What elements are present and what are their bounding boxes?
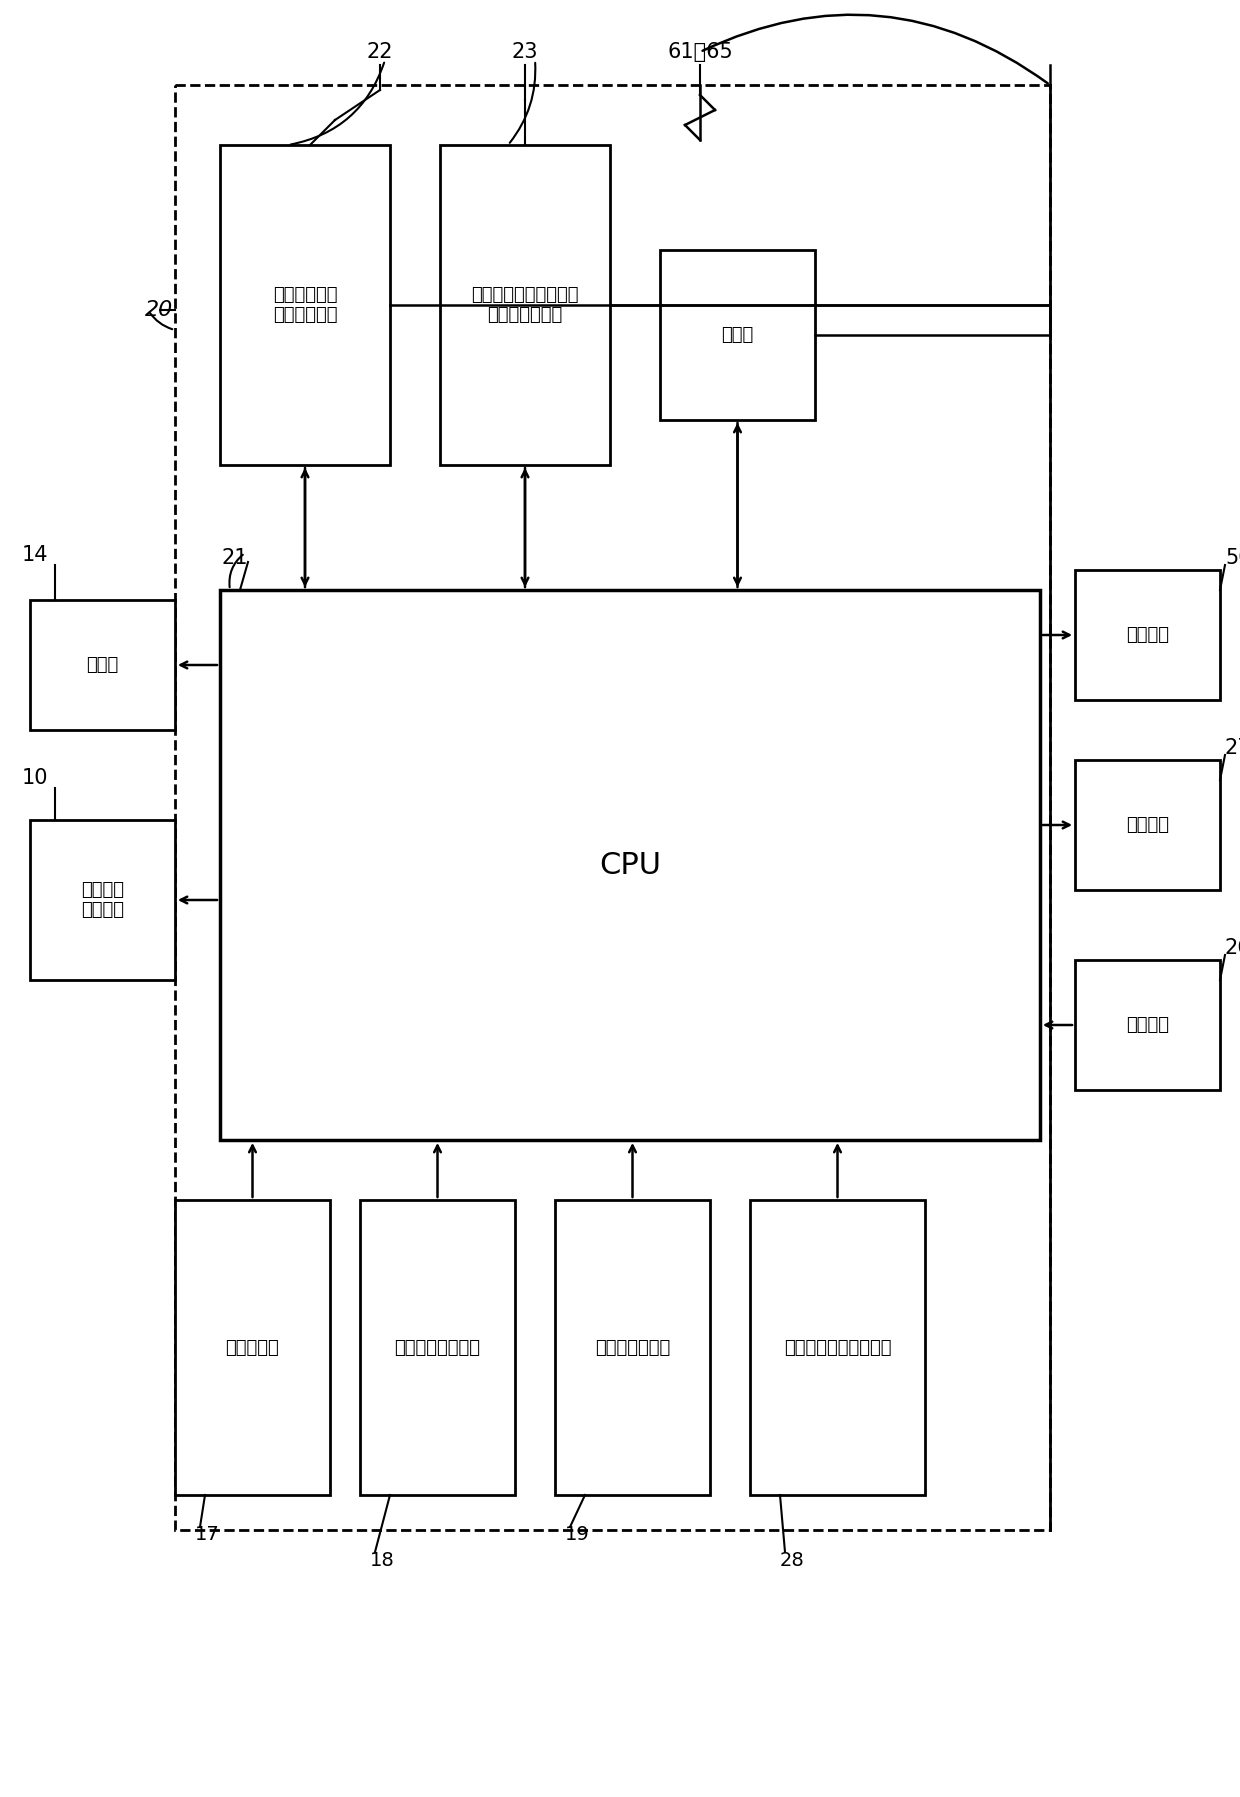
Text: 模具内压波形
图案存储机构: 模具内压波形 图案存储机构 [273,286,337,325]
Text: 17: 17 [195,1526,219,1544]
Text: 50: 50 [1225,548,1240,568]
Bar [30,600,175,730]
Text: 伺服阀: 伺服阀 [87,656,119,674]
Bar [1075,960,1220,1091]
Text: 显示装置: 显示装置 [1126,625,1169,643]
Text: 26: 26 [1225,938,1240,958]
Bar [219,146,391,465]
Text: 14: 14 [22,544,48,564]
Bar [175,1200,330,1495]
Bar [219,589,1040,1139]
Text: 21: 21 [222,548,248,568]
Bar [556,1200,711,1495]
Text: 输入装置: 输入装置 [1126,1015,1169,1033]
Text: CPU: CPU [599,850,661,879]
Text: 模具内树脂温度传感器: 模具内树脂温度传感器 [784,1339,892,1357]
Text: 10: 10 [22,767,48,789]
Text: 22: 22 [367,41,393,63]
Text: 压力传感器: 压力传感器 [226,1339,279,1357]
Bar [360,1200,515,1495]
Bar [750,1200,925,1495]
Text: 28: 28 [780,1551,805,1569]
Text: 19: 19 [565,1526,590,1544]
Text: 螺杆移动量传感器: 螺杆移动量传感器 [394,1339,481,1357]
Bar [660,250,815,420]
Text: 基准数据存储机构设定
压力、设定温度: 基准数据存储机构设定 压力、设定温度 [471,286,579,325]
Text: 18: 18 [370,1551,394,1569]
Text: 27: 27 [1225,739,1240,758]
Text: 61～65: 61～65 [667,41,733,63]
Bar [1075,760,1220,890]
Bar [30,819,175,979]
Bar [175,84,1050,1529]
Bar [1075,570,1220,701]
Text: 23: 23 [512,41,538,63]
Text: 螺杆旋转
用电动机: 螺杆旋转 用电动机 [81,881,124,920]
Text: 输出装置: 输出装置 [1126,816,1169,834]
Text: 计时器: 计时器 [722,325,754,343]
Bar [440,146,610,465]
Text: 20: 20 [145,300,174,320]
Text: 模具内压传感器: 模具内压传感器 [595,1339,670,1357]
